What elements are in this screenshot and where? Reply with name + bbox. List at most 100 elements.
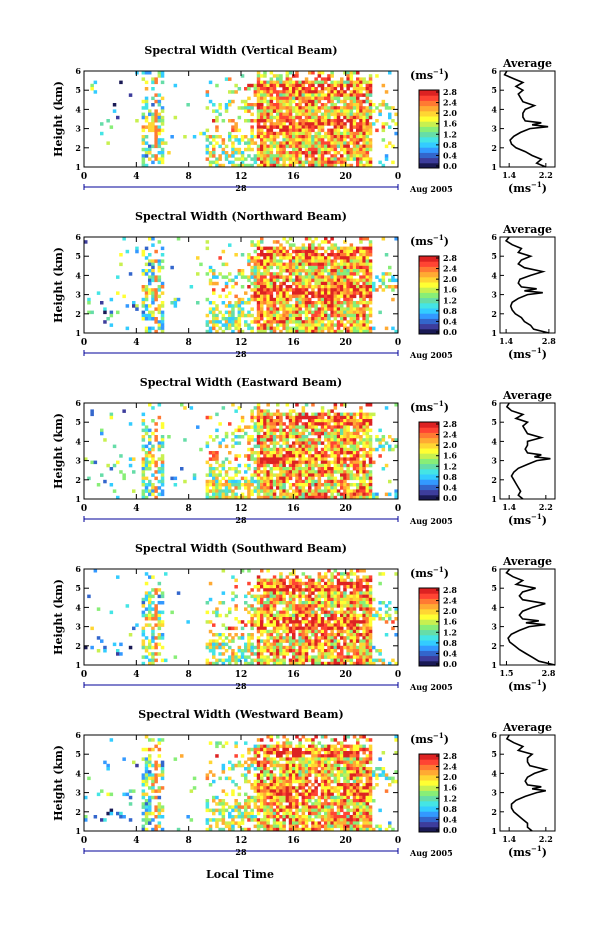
heatmap-cell xyxy=(346,495,350,500)
heatmap-cell xyxy=(122,476,126,481)
heatmap-cell xyxy=(282,623,286,627)
heatmap-cell xyxy=(327,441,331,445)
heatmap-cell xyxy=(314,486,318,490)
heatmap-cell xyxy=(346,131,350,136)
heatmap-cell xyxy=(304,438,309,442)
heatmap-cell xyxy=(365,489,370,493)
heatmap-cell xyxy=(340,451,344,455)
heatmap-cell xyxy=(324,463,328,468)
heatmap-cell xyxy=(288,297,293,302)
heatmap-cell xyxy=(282,492,286,497)
heatmap-cell xyxy=(295,326,299,331)
heatmap-cell xyxy=(231,320,235,324)
colorbar-tick-label: 1.2 xyxy=(443,295,457,305)
heatmap-cell xyxy=(381,288,386,292)
heatmap-cell xyxy=(308,99,312,104)
heatmap-cell xyxy=(333,253,338,257)
heatmap-cell xyxy=(109,610,114,615)
heatmap-cell xyxy=(122,294,126,299)
heatmap-cell xyxy=(141,125,146,129)
heatmap-cell xyxy=(244,623,248,627)
heatmap-cell xyxy=(157,294,162,299)
heatmap-cell xyxy=(362,431,366,436)
heatmap-cell xyxy=(263,425,267,429)
heatmap-cell xyxy=(269,649,274,653)
heatmap-cell xyxy=(208,629,213,634)
heatmap-cell xyxy=(154,613,158,618)
heatmap-cell xyxy=(269,90,274,94)
heatmap-cell xyxy=(96,483,101,487)
heatmap-cell xyxy=(212,489,216,493)
heatmap-cell xyxy=(234,320,238,324)
heatmap-cell xyxy=(304,259,309,263)
heatmap-cell xyxy=(317,329,322,334)
heatmap-cell xyxy=(349,141,354,145)
heatmap-cell xyxy=(365,470,370,474)
heatmap-cell xyxy=(279,323,283,327)
colorbar-swatch xyxy=(419,100,439,107)
heatmap-cell xyxy=(282,119,286,123)
heatmap-cell xyxy=(362,492,366,497)
heatmap-cell xyxy=(298,301,302,305)
heatmap-cell xyxy=(215,109,219,113)
heatmap-cell xyxy=(250,451,254,455)
heatmap-cell xyxy=(288,103,293,107)
heatmap-cell xyxy=(228,476,232,481)
heatmap-cell xyxy=(359,275,363,279)
heatmap-cell xyxy=(349,77,354,81)
heatmap-cell xyxy=(359,138,363,142)
heatmap-cell xyxy=(266,476,270,481)
average-y-tick-label: 5 xyxy=(491,251,497,261)
heatmap-cell xyxy=(272,80,277,85)
heatmap-cell xyxy=(269,307,274,311)
heatmap-cell xyxy=(266,119,270,123)
heatmap-cell xyxy=(292,620,296,624)
heatmap-cell xyxy=(368,99,373,104)
heatmap-cell xyxy=(362,438,366,442)
heatmap-cell xyxy=(317,323,322,327)
heatmap-cell xyxy=(317,310,322,315)
heatmap-cell xyxy=(304,313,309,318)
heatmap-cell xyxy=(356,467,360,471)
heatmap-cell xyxy=(250,83,254,88)
heatmap-cell xyxy=(272,642,277,647)
heatmap-cell xyxy=(148,326,152,331)
heatmap-cell xyxy=(269,141,274,145)
heatmap-cell xyxy=(260,80,264,85)
heatmap-cell xyxy=(276,658,280,663)
heatmap-cell xyxy=(343,495,347,500)
heatmap-cell xyxy=(276,422,280,426)
heatmap-cell xyxy=(148,454,152,458)
heatmap-cell xyxy=(292,626,296,631)
heatmap-cell xyxy=(196,425,200,429)
heatmap-cell xyxy=(330,285,334,289)
heatmap-cell xyxy=(333,636,338,640)
heatmap-cell xyxy=(365,425,370,429)
heatmap-cell xyxy=(151,160,155,165)
heatmap-cell xyxy=(330,253,334,257)
heatmap-cell xyxy=(308,476,312,481)
heatmap-cell xyxy=(221,313,226,318)
heatmap-cell xyxy=(330,652,334,656)
heatmap-cell xyxy=(148,278,152,283)
heatmap-cell xyxy=(317,141,322,145)
heatmap-cell xyxy=(231,323,235,327)
heatmap-cell xyxy=(282,617,286,621)
heatmap-cell xyxy=(394,492,398,497)
heatmap-cell xyxy=(250,106,254,110)
heatmap-cell xyxy=(151,294,155,299)
heatmap-cell xyxy=(196,256,200,260)
heatmap-cell xyxy=(336,329,341,334)
heatmap-cell xyxy=(330,623,334,627)
heatmap-cell xyxy=(340,256,344,260)
heatmap-cell xyxy=(343,470,347,474)
heatmap-cell xyxy=(224,326,229,331)
heatmap-cell xyxy=(314,454,318,458)
heatmap-cell xyxy=(317,131,322,136)
heatmap-cell xyxy=(272,629,277,634)
heatmap-cell xyxy=(228,90,232,94)
average-x-tick-label: 1.4 xyxy=(502,170,516,180)
heatmap-cell xyxy=(144,597,149,602)
heatmap-cell xyxy=(327,83,331,88)
heatmap-cell xyxy=(260,649,264,653)
